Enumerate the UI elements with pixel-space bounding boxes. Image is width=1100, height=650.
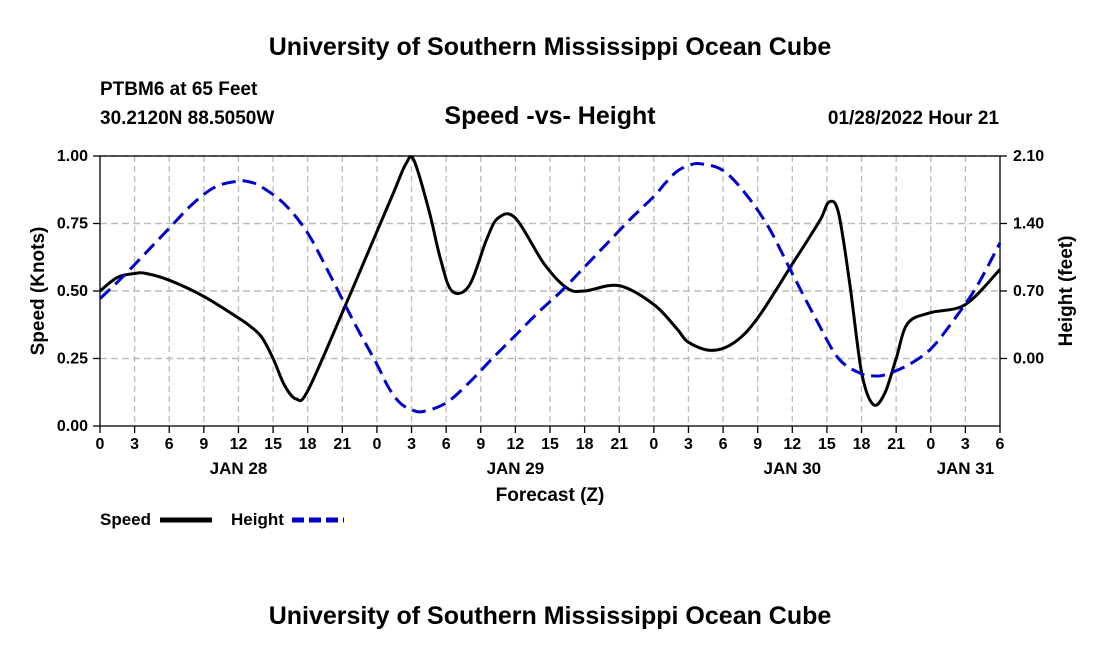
station-label: PTBM6 at 65 Feet [100, 79, 258, 100]
x-tick-label: 18 [853, 436, 871, 453]
chart-main-title: University of Southern Mississippi Ocean… [269, 33, 832, 61]
x-tick-label: 9 [476, 436, 485, 453]
x-axis-label: Forecast (Z) [496, 485, 605, 506]
x-tick-label: 9 [199, 436, 208, 453]
x-tick-label: 6 [996, 436, 1005, 453]
chart-subtitle: Speed -vs- Height [444, 102, 656, 130]
x-tick-label: 3 [961, 436, 970, 453]
date-label: JAN 29 [487, 459, 545, 478]
x-tick-label: 6 [165, 436, 174, 453]
axis-ticks: 0 3 6 9 12 15 18 21 0 3 6 9 12 15 18 21 0 3 6 9 12 15 18 21 0 3 6J… [57, 148, 1044, 478]
y2-tick-label: 0.70 [1013, 283, 1044, 300]
x-tick-label: 0 [649, 436, 658, 453]
y-tick-label: 0.25 [57, 351, 88, 368]
y2-axis-label: Height (feet) [1056, 236, 1077, 347]
x-tick-label: 21 [333, 436, 351, 453]
y-tick-label: 0.00 [57, 418, 88, 435]
x-tick-label: 6 [442, 436, 451, 453]
legend-height-label: Height [231, 510, 284, 529]
height-series-line [98, 161, 1002, 414]
legend: Speed Height [100, 510, 344, 529]
date-label: JAN 30 [763, 459, 821, 478]
datetime-label: 01/28/2022 Hour 21 [828, 108, 1000, 129]
y2-tick-label: 1.40 [1013, 216, 1044, 233]
x-tick-label: 18 [576, 436, 594, 453]
x-tick-label: 0 [96, 436, 105, 453]
y-axis-label: Speed (Knots) [28, 227, 49, 356]
x-tick-label: 15 [818, 436, 836, 453]
x-tick-label: 0 [372, 436, 381, 453]
x-tick-label: 9 [753, 436, 762, 453]
y-tick-label: 0.50 [57, 283, 88, 300]
x-tick-label: 0 [926, 436, 935, 453]
x-tick-label: 3 [684, 436, 693, 453]
x-tick-label: 6 [719, 436, 728, 453]
footer-title: University of Southern Mississippi Ocean… [269, 602, 832, 630]
x-tick-label: 3 [130, 436, 139, 453]
x-tick-label: 18 [299, 436, 317, 453]
date-label: JAN 31 [937, 459, 995, 478]
y-tick-label: 1.00 [57, 148, 88, 165]
x-tick-label: 15 [264, 436, 282, 453]
x-tick-label: 21 [887, 436, 905, 453]
y2-tick-label: 0.00 [1013, 351, 1044, 368]
x-tick-label: 12 [783, 436, 801, 453]
y2-tick-label: 2.10 [1013, 148, 1044, 165]
x-tick-label: 12 [230, 436, 248, 453]
coordinates-label: 30.2120N 88.5050W [100, 108, 274, 129]
speed-series-line [99, 155, 1002, 407]
x-tick-label: 3 [407, 436, 416, 453]
date-label: JAN 28 [210, 459, 268, 478]
x-tick-label: 21 [610, 436, 628, 453]
data-series [98, 155, 1002, 414]
legend-speed-label: Speed [100, 510, 151, 529]
x-tick-label: 15 [541, 436, 559, 453]
y-tick-label: 0.75 [57, 216, 88, 233]
x-tick-label: 12 [506, 436, 524, 453]
